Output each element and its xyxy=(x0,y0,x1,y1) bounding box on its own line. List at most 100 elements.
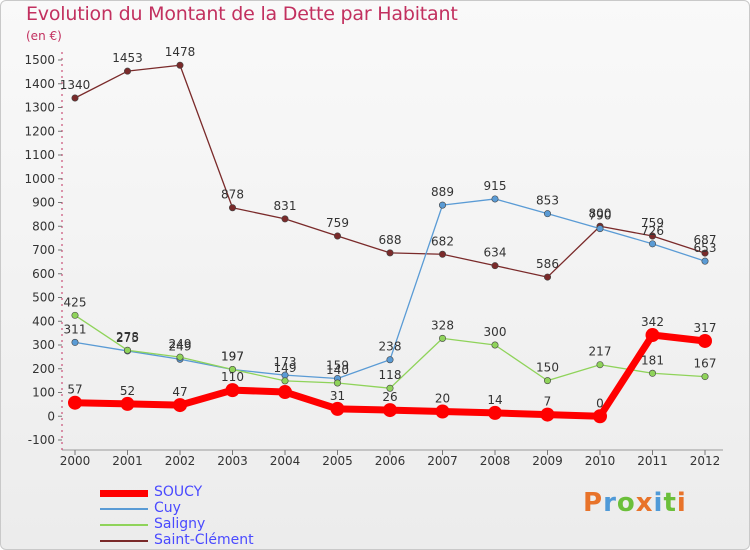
data-label-saint-cl-ment: 688 xyxy=(379,233,402,247)
data-label-soucy: 317 xyxy=(694,321,717,335)
data-point-cuy xyxy=(491,195,499,203)
x-tick-label: 2003 xyxy=(217,454,248,468)
x-tick-label: 2006 xyxy=(375,454,406,468)
data-point-saligny xyxy=(648,369,656,377)
data-label-cuy: 653 xyxy=(694,241,717,255)
data-label-saligny: 249 xyxy=(169,337,192,351)
data-point-soucy xyxy=(435,404,450,419)
data-label-saint-cl-ment: 634 xyxy=(484,246,507,260)
y-tick-label: 400 xyxy=(32,314,55,328)
data-label-soucy: 110 xyxy=(221,370,244,384)
y-tick-label: 1500 xyxy=(24,53,55,67)
legend: SOUCY Cuy Saligny Saint-Clément xyxy=(100,484,320,549)
data-label-saint-cl-ment: 759 xyxy=(326,216,349,230)
legend-swatch-saligny xyxy=(100,524,148,526)
data-label-saint-cl-ment: 878 xyxy=(221,188,244,202)
y-tick-label: 200 xyxy=(32,362,55,376)
x-tick-label: 2004 xyxy=(270,454,301,468)
x-tick-label: 2012 xyxy=(690,454,721,468)
data-point-saint-cl-ment xyxy=(176,61,184,69)
legend-swatch-soucy xyxy=(100,490,148,497)
data-label-cuy: 311 xyxy=(64,322,87,336)
data-point-cuy xyxy=(71,338,79,346)
x-tick-label: 2009 xyxy=(532,454,563,468)
data-label-soucy: 342 xyxy=(641,315,664,329)
legend-label-saligny: Saligny xyxy=(154,516,206,532)
x-tick-label: 2010 xyxy=(585,454,616,468)
x-tick-label: 2005 xyxy=(322,454,353,468)
data-label-soucy: 52 xyxy=(120,384,135,398)
data-point-saligny xyxy=(281,377,289,385)
data-point-saligny xyxy=(71,311,79,319)
logo-letter: t xyxy=(663,488,677,518)
y-tick-label: 1300 xyxy=(24,101,55,115)
data-label-saligny: 328 xyxy=(431,318,454,332)
data-label-saligny: 278 xyxy=(116,330,139,344)
data-point-saint-cl-ment xyxy=(543,273,551,281)
data-point-saint-cl-ment xyxy=(648,232,656,240)
data-point-saligny xyxy=(491,341,499,349)
x-tick-label: 2007 xyxy=(427,454,458,468)
data-point-saligny xyxy=(701,373,709,381)
y-tick-label: 1200 xyxy=(24,124,55,138)
data-point-cuy xyxy=(648,240,656,248)
chart-subtitle: (en €) xyxy=(26,29,62,43)
data-point-saligny xyxy=(386,384,394,392)
x-tick-label: 2002 xyxy=(165,454,196,468)
data-point-saligny xyxy=(596,361,604,369)
legend-item-saligny: Saligny xyxy=(100,516,320,533)
logo-letter: r xyxy=(603,488,617,518)
data-label-soucy: 7 xyxy=(544,395,552,409)
data-label-cuy: 249 xyxy=(169,339,192,353)
y-tick-label: 700 xyxy=(32,243,55,257)
y-tick-label: 1100 xyxy=(24,148,55,162)
y-tick-label: 1000 xyxy=(24,172,55,186)
data-label-saint-cl-ment: 687 xyxy=(694,233,717,247)
data-label-saint-cl-ment: 1478 xyxy=(165,45,196,59)
data-label-saligny: 149 xyxy=(274,361,297,375)
data-label-saint-cl-ment: 759 xyxy=(641,216,664,230)
data-point-soucy xyxy=(645,328,660,343)
data-label-saint-cl-ment: 682 xyxy=(431,234,454,248)
y-tick-label: 800 xyxy=(32,219,55,233)
data-label-cuy: 238 xyxy=(379,340,402,354)
data-point-soucy xyxy=(383,403,397,418)
data-point-saligny xyxy=(176,353,184,361)
data-label-cuy: 790 xyxy=(589,209,612,223)
data-label-soucy: 0 xyxy=(596,396,604,410)
proxiti-logo: Proxiti xyxy=(583,488,687,518)
y-tick-label: 0 xyxy=(47,409,55,423)
data-point-soucy xyxy=(120,396,135,411)
data-label-saligny: 425 xyxy=(64,295,87,309)
legend-swatch-cuy xyxy=(100,508,148,510)
data-label-saint-cl-ment: 586 xyxy=(536,257,559,271)
data-point-cuy xyxy=(543,210,551,218)
data-point-saint-cl-ment xyxy=(71,94,79,102)
data-label-soucy: 57 xyxy=(67,383,82,397)
data-point-saint-cl-ment xyxy=(491,262,499,270)
data-label-soucy: 14 xyxy=(487,393,502,407)
legend-label-soucy: SOUCY xyxy=(154,484,203,500)
data-point-soucy xyxy=(330,401,345,416)
data-point-saligny xyxy=(333,379,341,387)
data-label-saligny: 150 xyxy=(536,361,559,375)
legend-item-cuy: Cuy xyxy=(100,500,320,517)
data-label-cuy: 275 xyxy=(116,331,139,345)
y-tick-label: 100 xyxy=(32,386,55,400)
y-tick-label: 900 xyxy=(32,196,55,210)
logo-letter: i xyxy=(653,488,664,518)
data-point-soucy xyxy=(225,383,240,398)
x-tick-label: 2008 xyxy=(480,454,511,468)
data-point-saligny xyxy=(229,365,237,373)
y-tick-label: 300 xyxy=(32,338,55,352)
data-label-saint-cl-ment: 831 xyxy=(274,199,297,213)
x-tick-label: 2001 xyxy=(112,454,143,468)
data-label-soucy: 31 xyxy=(330,389,345,403)
data-point-soucy xyxy=(68,395,82,410)
x-tick-label: 2000 xyxy=(60,454,91,468)
data-label-saint-cl-ment: 1340 xyxy=(60,78,91,92)
data-label-cuy: 889 xyxy=(431,185,454,199)
logo-letter: o xyxy=(616,488,636,518)
data-point-soucy xyxy=(698,333,712,348)
